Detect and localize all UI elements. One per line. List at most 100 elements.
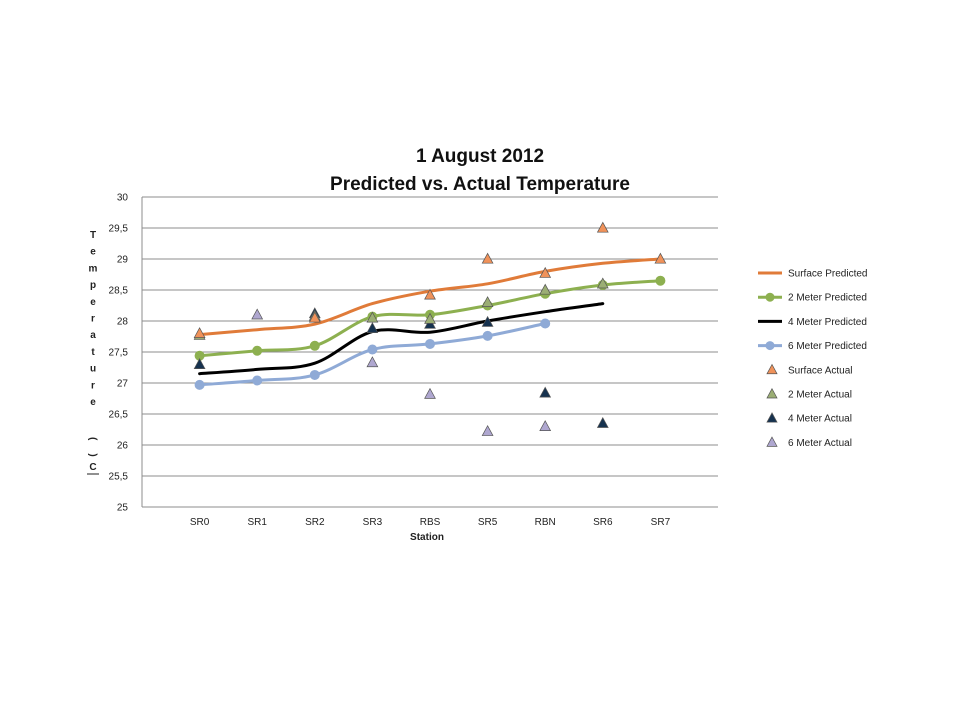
data-point <box>366 356 379 368</box>
data-point <box>193 327 206 338</box>
legend-label: Surface Actual <box>788 365 852 376</box>
legend-label: 2 Meter Actual <box>788 390 852 401</box>
y-axis-title: Temperature(C) <box>87 230 99 475</box>
data-point <box>655 275 666 286</box>
y-tick-label: 29,5 <box>109 224 129 235</box>
legend-swatch-marker <box>765 341 775 351</box>
data-point <box>309 369 320 380</box>
legend-item: 2 Meter Actual <box>766 387 852 401</box>
legend-swatch-marker <box>766 387 778 399</box>
x-tick-label: SR5 <box>478 517 498 528</box>
data-point <box>424 288 436 300</box>
y-axis-title-char: p <box>90 280 96 291</box>
legend-swatch-marker <box>766 436 778 447</box>
y-axis-title-char: r <box>91 380 95 391</box>
x-tick-label: SR3 <box>363 517 383 528</box>
data-point <box>252 375 263 386</box>
legend-item: 2 Meter Predicted <box>758 292 867 304</box>
series <box>193 221 667 436</box>
y-tick-label: 27 <box>117 379 129 390</box>
y-axis-ticks: 25 25,5 26 26,5 27 27,5 28 28,5 29 29,5 30 <box>109 193 129 514</box>
series-6-meter-predicted <box>194 318 551 390</box>
data-point <box>194 379 205 390</box>
series-line <box>198 302 605 376</box>
data-point <box>539 283 552 295</box>
legend-label: 2 Meter Predicted <box>788 293 867 304</box>
y-axis-title-char: C <box>89 462 96 473</box>
legend-item: Surface Predicted <box>758 269 868 280</box>
data-point <box>252 345 263 356</box>
chart-title-line-1: 1 August 2012 <box>416 146 544 167</box>
data-point <box>424 312 436 324</box>
legend-label: 4 Meter Predicted <box>788 317 867 328</box>
data-point <box>596 416 609 428</box>
x-axis-ticks: SR0 SR1 SR2 SR3 RBS SR5 RBN SR6 SR7 <box>190 517 671 528</box>
series-6-meter-actual <box>251 308 552 436</box>
data-point <box>366 322 379 333</box>
chart-title: 1 August 2012 Predicted vs. Actual Tempe… <box>330 146 630 195</box>
data-point <box>539 266 552 278</box>
data-point <box>481 296 494 307</box>
series-surface-actual <box>193 221 667 338</box>
x-tick-label: RBS <box>420 517 441 528</box>
data-point <box>654 252 667 264</box>
x-tick-label: SR2 <box>305 517 325 528</box>
data-point <box>596 221 609 233</box>
legend-item: Surface Actual <box>766 363 852 376</box>
data-point <box>481 315 494 327</box>
legend-swatch-marker <box>766 412 778 423</box>
y-tick-label: 29 <box>117 255 129 266</box>
y-axis-title-char: T <box>90 230 96 241</box>
data-point <box>539 386 552 398</box>
data-point <box>596 277 609 289</box>
data-point <box>308 311 321 323</box>
y-axis-title-char: r <box>91 314 95 325</box>
y-axis-title-char: ) <box>87 453 98 456</box>
legend: Surface Predicted 2 Meter Predicted 4 Mete… <box>758 269 868 449</box>
x-tick-label: SR0 <box>190 517 210 528</box>
series-4-meter-predicted <box>198 302 605 376</box>
x-tick-label: SR6 <box>593 517 613 528</box>
legend-item: 6 Meter Predicted <box>758 341 867 352</box>
legend-label: 4 Meter Actual <box>788 414 852 425</box>
y-tick-label: 28 <box>117 317 129 328</box>
data-point <box>425 338 435 349</box>
legend-label: 6 Meter Predicted <box>788 341 867 352</box>
y-tick-label: 27,5 <box>109 348 129 359</box>
x-axis-title: Station <box>410 532 444 543</box>
x-tick-label: SR1 <box>247 517 267 528</box>
chart-title-line-2: Predicted vs. Actual Temperature <box>330 174 630 195</box>
data-point <box>482 330 493 341</box>
y-axis-title-char: u <box>90 364 96 375</box>
legend-swatch-marker <box>766 363 778 375</box>
data-point <box>366 311 379 323</box>
y-axis-title-char: m <box>89 263 98 274</box>
y-tick-label: 26,5 <box>109 410 129 421</box>
y-tick-label: 30 <box>117 193 129 204</box>
data-point <box>367 344 378 355</box>
data-point <box>251 308 264 320</box>
data-point <box>481 425 494 436</box>
legend-swatch-marker <box>765 292 775 302</box>
legend-item: 4 Meter Predicted <box>758 317 867 328</box>
data-point <box>540 318 551 329</box>
x-tick-label: SR7 <box>651 517 671 528</box>
legend-label: 6 Meter Actual <box>788 438 852 449</box>
x-tick-label: RBN <box>535 517 556 528</box>
y-axis-title-char: e <box>90 297 96 308</box>
data-point <box>193 358 206 369</box>
data-point <box>481 252 494 264</box>
y-axis-title-char: t <box>91 347 95 358</box>
data-point <box>424 387 436 399</box>
y-axis-title-char: a <box>90 330 96 341</box>
data-point <box>539 420 552 431</box>
y-tick-label: 26 <box>117 441 129 452</box>
y-tick-label: 28,5 <box>109 286 129 297</box>
data-point <box>309 340 320 351</box>
legend-label: Surface Predicted <box>788 269 868 280</box>
legend-item: 4 Meter Actual <box>766 412 852 425</box>
y-axis-title-char: ( <box>87 437 98 441</box>
legend-item: 6 Meter Actual <box>766 436 852 449</box>
y-tick-label: 25 <box>117 503 129 514</box>
